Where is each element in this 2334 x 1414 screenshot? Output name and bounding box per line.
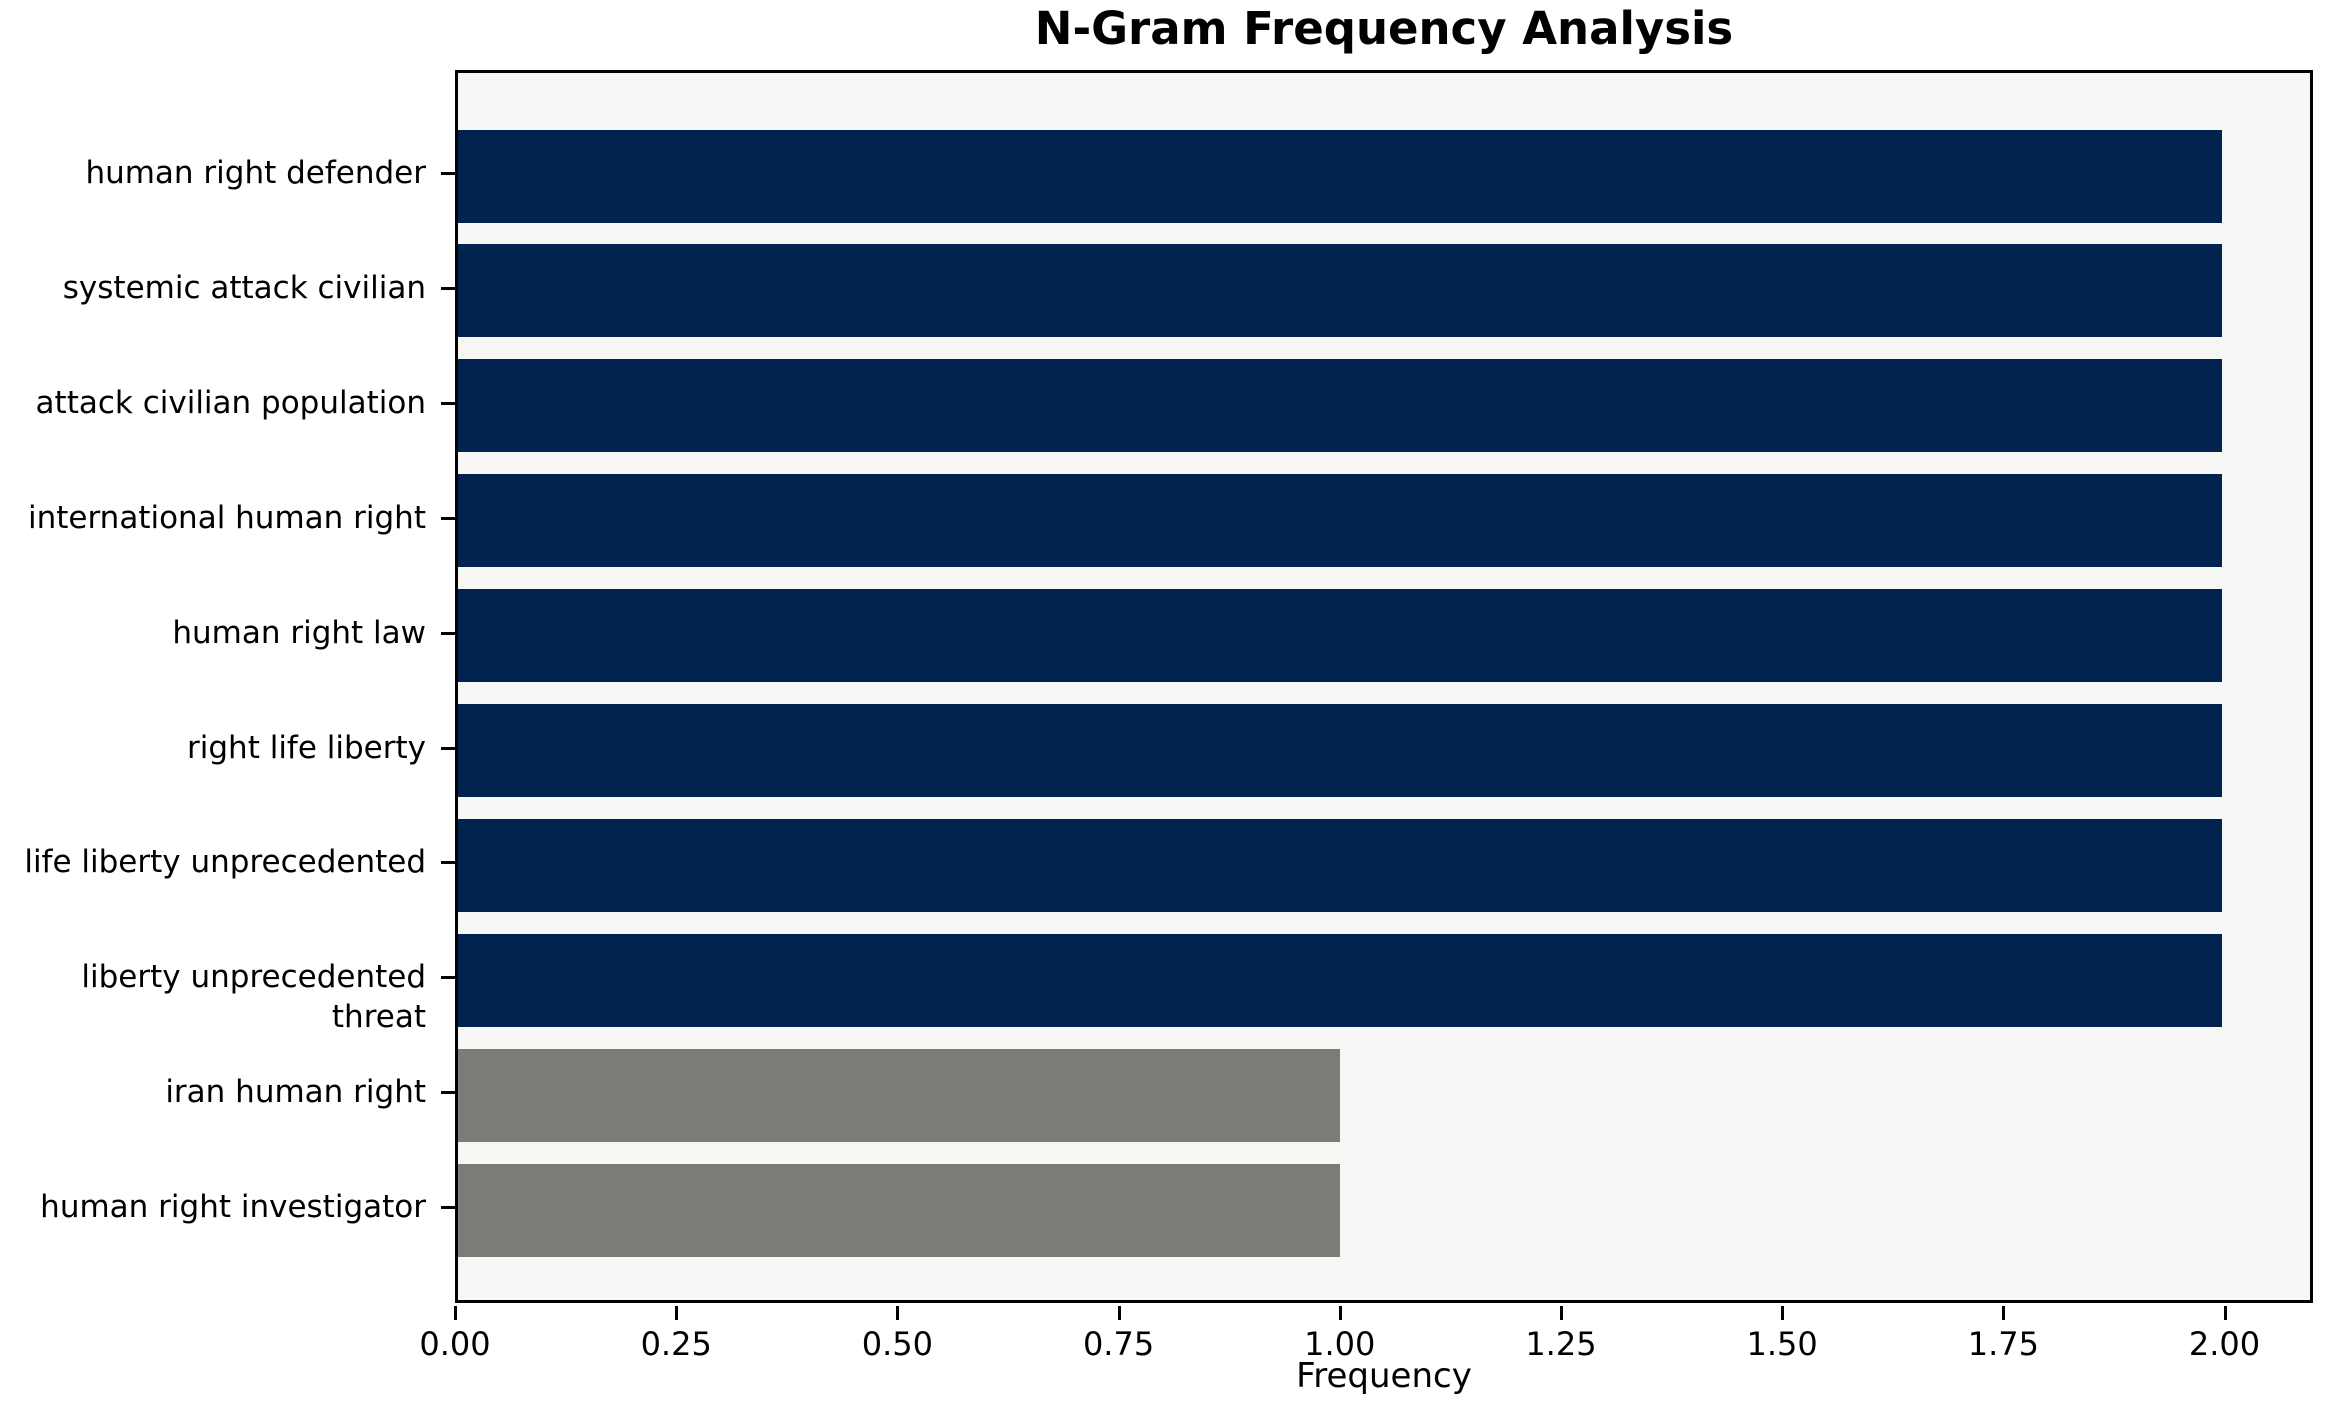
plot-area: [455, 70, 2313, 1303]
x-tick-label: 2.00: [2188, 1325, 2261, 1363]
x-tick-mark: [1338, 1306, 1342, 1320]
x-tick-label: 1.50: [1746, 1325, 1818, 1363]
y-tick-label: attack civilian population: [35, 384, 426, 421]
y-tick-mark: [441, 286, 455, 290]
y-tick-mark: [441, 401, 455, 405]
x-tick-label: 0.75: [1082, 1325, 1155, 1363]
y-tick-label: life liberty unprecedented: [24, 844, 426, 881]
y-tick-mark: [441, 1206, 455, 1210]
y-tick-label: liberty unprecedented threat: [81, 959, 426, 1036]
x-axis-label: Frequency: [1296, 1356, 1472, 1396]
x-tick-mark: [896, 1306, 900, 1320]
y-tick-mark: [441, 516, 455, 520]
bar-human-right-law: [458, 589, 2222, 683]
x-tick-mark: [2223, 1306, 2227, 1320]
x-tick-mark: [454, 1306, 457, 1320]
x-tick-label: 0.50: [861, 1325, 933, 1363]
bar-human-right-investigator: [458, 1163, 1340, 1257]
y-tick-label: iran human right: [165, 1074, 426, 1111]
y-tick-label: international human right: [27, 499, 426, 536]
y-tick-mark: [441, 976, 455, 980]
x-tick-label: 1.25: [1525, 1325, 1597, 1363]
bar-systemic-attack-civilian: [458, 244, 2222, 338]
y-tick-label: human right defender: [85, 155, 426, 191]
bar-human-right-defender: [458, 129, 2222, 223]
y-tick-label: human right investigator: [40, 1189, 426, 1226]
bar-international-human-right: [458, 474, 2222, 568]
y-tick-mark: [441, 1091, 455, 1095]
y-tick-label: right life liberty: [187, 729, 426, 766]
y-tick-mark: [441, 631, 455, 635]
x-tick-mark: [1559, 1306, 1563, 1320]
y-tick-mark: [441, 746, 455, 750]
x-tick-mark: [1117, 1306, 1121, 1320]
y-tick-label: human right law: [172, 614, 426, 651]
bar-life-liberty-unprecedented: [458, 818, 2222, 912]
y-tick-label: systemic attack civilian: [62, 269, 426, 306]
chart-title: N-Gram Frequency Analysis: [1034, 2, 1734, 55]
bar-iran-human-right: [458, 1048, 1340, 1142]
bar-attack-civilian-population: [458, 359, 2222, 453]
x-tick-mark: [2002, 1306, 2006, 1320]
bar-liberty-unprecedented-threat: [458, 933, 2222, 1027]
y-tick-mark: [441, 172, 455, 175]
x-tick-label: 1.00: [1304, 1325, 1376, 1363]
x-tick-label: 0.00: [419, 1325, 491, 1363]
x-tick-label: 0.25: [640, 1325, 712, 1363]
y-tick-mark: [441, 861, 455, 865]
x-tick-label: 1.75: [1967, 1325, 2039, 1363]
x-tick-mark: [675, 1306, 679, 1320]
x-tick-mark: [1781, 1306, 1785, 1320]
bar-right-life-liberty: [458, 704, 2222, 797]
